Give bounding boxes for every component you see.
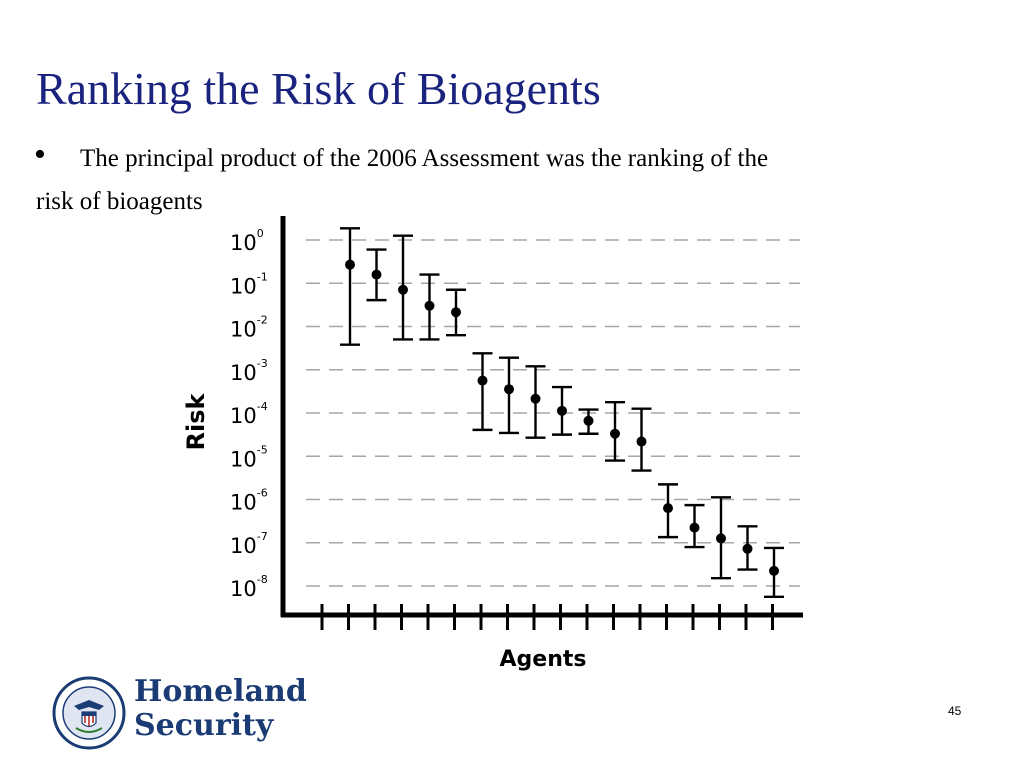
point-marker <box>398 284 408 295</box>
point-marker <box>504 384 514 395</box>
data-point-5 <box>446 288 466 337</box>
data-point-1 <box>340 227 360 346</box>
data-point-2 <box>366 248 387 302</box>
point-marker <box>424 300 435 311</box>
data-point-10 <box>578 408 599 435</box>
point-marker <box>530 393 541 404</box>
bullet-text-line1: The principal product of the 2006 Assess… <box>80 145 769 172</box>
point-marker <box>610 428 620 439</box>
y-tick-label: 10-2 <box>230 314 268 342</box>
y-tick-label: 10-6 <box>230 487 268 515</box>
data-point-15 <box>711 496 731 580</box>
point-marker <box>345 259 355 270</box>
data-point-13 <box>658 483 678 539</box>
data-point-12 <box>631 407 652 472</box>
slide-title: Ranking the Risk of Bioagents <box>36 63 601 114</box>
grid-lines <box>306 239 800 587</box>
data-point-8 <box>525 365 546 439</box>
bullet-text-line2: risk of bioagents <box>36 188 203 215</box>
y-tick-label: 100 <box>230 227 264 255</box>
data-points <box>340 227 784 599</box>
bullet-icon: • <box>34 136 46 173</box>
data-point-11 <box>605 400 625 462</box>
data-point-17 <box>764 546 784 599</box>
y-tick-label: 10-7 <box>230 530 268 558</box>
y-tick-label: 10-4 <box>230 400 268 428</box>
data-point-7 <box>499 356 519 435</box>
y-tick-labels: 100 10-1 10-2 10-3 10-4 10-5 10-6 10-7 10-8 <box>230 227 268 601</box>
point-marker <box>742 543 753 554</box>
data-point-9 <box>552 385 572 436</box>
point-marker <box>371 269 382 280</box>
point-marker <box>663 503 673 514</box>
point-marker <box>769 565 779 576</box>
data-point-14 <box>684 503 705 549</box>
point-marker <box>689 522 700 533</box>
y-tick-label: 10-5 <box>230 443 268 471</box>
point-marker <box>716 533 726 544</box>
point-marker <box>451 307 461 318</box>
data-point-16 <box>737 525 758 571</box>
dhs-seal-icon <box>52 676 126 750</box>
point-marker <box>557 405 567 416</box>
y-tick-label: 10-3 <box>230 357 268 385</box>
x-axis-label: Agents <box>500 647 587 672</box>
y-tick-label: 10-8 <box>230 573 268 601</box>
page-number: 45 <box>948 704 962 718</box>
data-point-4 <box>419 273 440 341</box>
y-axis-label: Risk <box>182 392 210 450</box>
y-tick-label: 10-1 <box>230 270 268 298</box>
point-marker <box>636 436 647 447</box>
point-marker <box>477 375 488 386</box>
point-marker <box>583 415 594 426</box>
data-point-6 <box>472 352 493 432</box>
homeland-security-logo-text: Homeland Security <box>134 674 307 743</box>
data-point-3 <box>393 234 413 341</box>
